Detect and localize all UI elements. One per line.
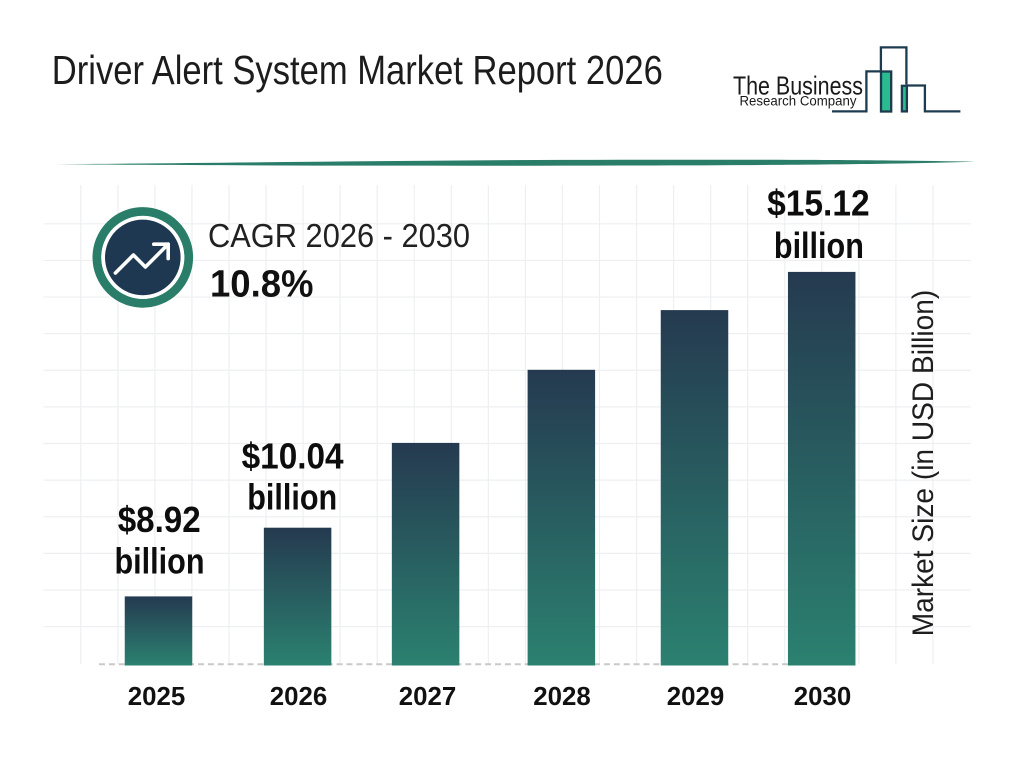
svg-text:2030: 2030 [794,683,852,711]
svg-text:2026: 2026 [270,683,328,711]
svg-text:Market Size (in USD Billion): Market Size (in USD Billion) [907,290,940,637]
svg-text:billion: billion [115,540,205,581]
svg-text:CAGR 2026 - 2030: CAGR 2026 - 2030 [208,218,470,255]
svg-text:$8.92: $8.92 [118,499,201,540]
svg-text:2027: 2027 [399,683,457,711]
svg-text:$10.04: $10.04 [242,435,344,476]
svg-text:2028: 2028 [533,683,591,711]
svg-text:$15.12: $15.12 [767,183,870,224]
svg-text:Driver Alert System Market Rep: Driver Alert System Market Report 2026 [52,47,663,93]
svg-text:2025: 2025 [128,683,186,711]
svg-text:10.8%: 10.8% [210,264,314,306]
svg-text:Research Company: Research Company [740,93,857,108]
svg-text:billion: billion [247,477,337,518]
svg-text:2029: 2029 [667,683,725,711]
svg-text:billion: billion [774,225,864,266]
svg-text:The Business: The Business [733,70,863,100]
